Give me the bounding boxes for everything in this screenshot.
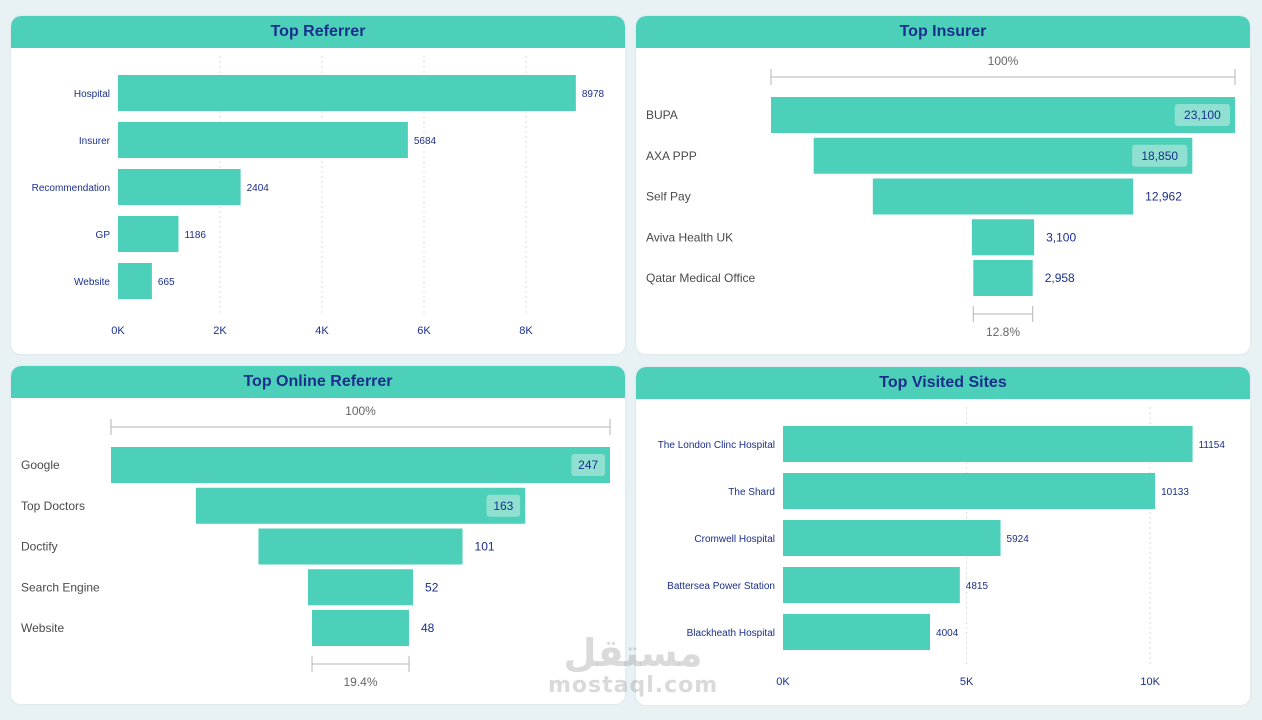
category-label: The Shard	[728, 487, 775, 498]
category-label: AXA PPP	[646, 149, 697, 163]
top-percent-label: 100%	[345, 404, 376, 418]
funnel-bar	[258, 528, 463, 565]
data-label: 12,962	[1145, 190, 1182, 204]
category-label: Aviva Health UK	[646, 230, 733, 244]
top-percent-label: 100%	[988, 54, 1019, 68]
data-label: 4815	[966, 581, 989, 592]
x-tick-label: 4K	[315, 325, 329, 337]
top-online-referrer-title: Top Online Referrer	[11, 366, 625, 398]
data-label: 5684	[414, 136, 437, 147]
data-label-bg	[486, 494, 521, 517]
data-label-bg	[1132, 144, 1188, 167]
top-referrer-chart: 0K 2K 4K 6K 8K Hospital 8978 Insurer 5684 Recomme…	[32, 56, 605, 337]
funnel-bar	[111, 447, 610, 483]
category-label: Hospital	[74, 89, 110, 100]
x-tick-label: 0K	[776, 676, 790, 688]
data-label: 2,958	[1045, 271, 1075, 285]
top-online-referrer-chart: 100% Google 247 Top Doctors 163 Doctify 101 Sea…	[21, 404, 611, 689]
funnel-bar	[195, 487, 526, 524]
category-label: Blackheath Hospital	[687, 628, 775, 639]
top-visited-sites-panel: Top Visited Sites 0K 5K 10K The London Clin…	[636, 367, 1250, 705]
category-label: Website	[21, 621, 64, 635]
data-label: 8978	[582, 89, 605, 100]
category-label: Top Doctors	[21, 499, 85, 513]
top-online-referrer-panel: Top Online Referrer 100% Google 247 Top Doc…	[11, 366, 625, 704]
top-insurer-title: Top Insurer	[636, 16, 1250, 48]
bar	[783, 473, 1156, 509]
bar	[783, 614, 931, 650]
bar	[118, 169, 241, 205]
top-insurer-panel: Top Insurer 100% BUPA 23,100 AXA PPP 18,850 S…	[636, 16, 1250, 354]
category-label: BUPA	[646, 108, 678, 122]
bottom-percent-label: 12.8%	[986, 325, 1020, 339]
data-label: 163	[493, 499, 513, 513]
top-visited-sites-title: Top Visited Sites	[636, 367, 1250, 399]
funnel-bar	[813, 137, 1193, 174]
category-label: Battersea Power Station	[667, 581, 775, 592]
funnel-bar	[971, 219, 1035, 256]
top-referrer-title: Top Referrer	[11, 16, 625, 48]
data-label: 3,100	[1046, 230, 1076, 244]
funnel-bar	[872, 178, 1134, 215]
data-label: 2404	[247, 183, 270, 194]
bar	[118, 122, 408, 158]
category-label: Insurer	[79, 136, 111, 147]
data-label: 23,100	[1184, 108, 1221, 122]
bar	[118, 263, 152, 299]
x-tick-label: 5K	[960, 676, 974, 688]
category-label: Google	[21, 458, 60, 472]
category-label: Search Engine	[21, 580, 100, 594]
data-label: 11154	[1199, 440, 1226, 451]
x-tick-label: 6K	[417, 325, 431, 337]
funnel-bar	[771, 97, 1235, 133]
x-tick-label: 8K	[519, 325, 533, 337]
category-label: Qatar Medical Office	[646, 271, 755, 285]
funnel-bar	[973, 260, 1033, 296]
data-label: 52	[425, 580, 439, 594]
data-label-bg	[1174, 104, 1230, 126]
data-label: 5924	[1007, 534, 1030, 545]
funnel-bar	[312, 610, 409, 646]
data-label: 4004	[936, 628, 959, 639]
bar	[118, 75, 576, 111]
bar	[783, 520, 1001, 556]
category-label: Recommendation	[32, 183, 110, 194]
top-insurer-chart: 100% BUPA 23,100 AXA PPP 18,850 Self Pay 12,96…	[646, 54, 1236, 339]
category-label: Cromwell Hospital	[694, 534, 775, 545]
data-label: 665	[158, 277, 175, 288]
data-label-bg	[571, 454, 605, 476]
data-label: 1186	[184, 230, 206, 241]
bar	[118, 216, 179, 252]
category-label: Website	[74, 277, 110, 288]
data-label: 10133	[1161, 487, 1189, 498]
x-tick-label: 0K	[111, 325, 125, 337]
data-label: 247	[578, 458, 598, 472]
funnel-bar	[307, 569, 414, 606]
bar	[783, 567, 960, 603]
category-label: GP	[96, 230, 111, 241]
data-label: 18,850	[1141, 149, 1178, 163]
top-visited-sites-chart: 0K 5K 10K The London Clinc Hospital 11154 The…	[658, 407, 1226, 688]
bottom-percent-label: 19.4%	[343, 675, 377, 689]
category-label: Doctify	[21, 540, 58, 554]
data-label: 101	[475, 540, 495, 554]
category-label: The London Clinc Hospital	[658, 440, 775, 451]
category-label: Self Pay	[646, 190, 691, 204]
bar	[783, 426, 1193, 462]
top-referrer-panel: Top Referrer 0K 2K 4K 6K 8K Hospital 8978 Insur…	[11, 16, 625, 354]
data-label: 48	[421, 621, 435, 635]
x-tick-label: 10K	[1140, 676, 1160, 688]
x-tick-label: 2K	[213, 325, 227, 337]
